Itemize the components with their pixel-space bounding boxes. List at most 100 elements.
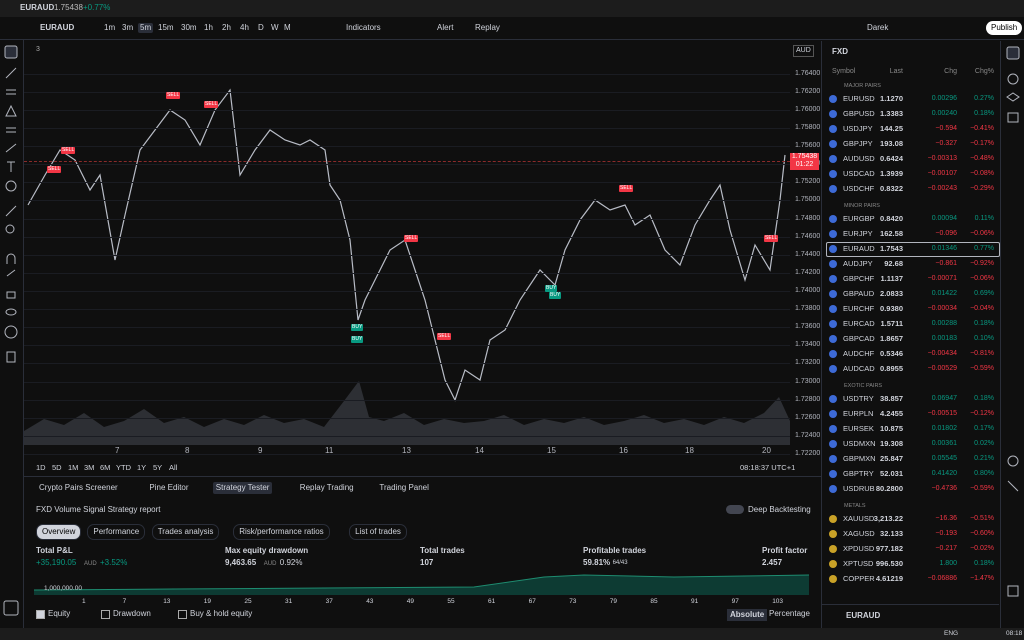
interval-button[interactable]: 30m bbox=[181, 23, 197, 32]
range-button[interactable]: 3M bbox=[84, 463, 95, 472]
report-tab[interactable]: Risk/performance ratios bbox=[233, 524, 330, 540]
checkbox-label[interactable]: Equity bbox=[48, 609, 71, 618]
signal-label: BUY bbox=[549, 292, 562, 299]
watchlist-title: FXD bbox=[832, 47, 848, 56]
panel-tab[interactable]: Trading Panel bbox=[379, 483, 429, 492]
interval-button[interactable]: 15m bbox=[158, 23, 174, 32]
range-button[interactable]: 1M bbox=[68, 463, 79, 472]
y-tick-label: 1.72600 bbox=[795, 413, 821, 421]
y-tick-label: 1.73000 bbox=[795, 377, 821, 385]
mode-button[interactable]: Absolute bbox=[727, 609, 768, 621]
change: 0.01346 bbox=[931, 245, 957, 252]
last-price: 0.8322 bbox=[880, 184, 903, 193]
watch-row[interactable]: GBPJPY bbox=[843, 139, 873, 148]
symbol-search[interactable]: EURAUD bbox=[40, 23, 75, 32]
watch-row[interactable]: XAUUSD bbox=[843, 514, 875, 523]
watch-row[interactable]: GBPCAD bbox=[843, 334, 875, 343]
symbol-icon bbox=[829, 230, 837, 238]
change-percent: −1.47% bbox=[970, 575, 994, 582]
report-tab[interactable]: Trades analysis bbox=[151, 524, 220, 540]
interval-button[interactable]: 5m bbox=[138, 23, 154, 33]
watch-row[interactable]: USDJPY bbox=[843, 124, 873, 133]
watch-row[interactable]: XPDUSD bbox=[843, 544, 875, 553]
watch-row[interactable]: GBPUSD bbox=[843, 109, 875, 118]
signal-label: BUY bbox=[351, 336, 364, 343]
y-tick-label: 1.76000 bbox=[795, 105, 821, 113]
watch-row[interactable]: AUDJPY bbox=[843, 259, 873, 268]
range-button[interactable]: YTD bbox=[116, 463, 131, 472]
y-tick-label: 1.75000 bbox=[795, 196, 821, 204]
deep-toggle[interactable] bbox=[726, 505, 744, 514]
x-tick-label: 16 bbox=[619, 446, 628, 455]
watch-row[interactable]: USDCHF bbox=[843, 184, 875, 193]
change: 0.01802 bbox=[931, 425, 957, 432]
window-change: +0.77% bbox=[83, 3, 111, 12]
checkbox-label[interactable]: Buy & hold equity bbox=[190, 609, 253, 618]
indicators-button[interactable]: Indicators bbox=[346, 23, 381, 32]
watch-row[interactable]: USDRUB bbox=[843, 484, 875, 493]
watch-row[interactable]: COPPER bbox=[843, 574, 875, 583]
user-name[interactable]: Darek bbox=[867, 23, 889, 32]
range-button[interactable]: 5D bbox=[52, 463, 62, 472]
report-tab[interactable]: List of trades bbox=[349, 524, 407, 540]
panel-tab[interactable]: Crypto Pairs Screener bbox=[39, 483, 118, 492]
watch-row[interactable]: EURSEK bbox=[843, 424, 874, 433]
symbol-icon bbox=[829, 425, 837, 433]
mode-button[interactable]: Percentage bbox=[769, 609, 810, 618]
range-button[interactable]: 6M bbox=[100, 463, 111, 472]
checkbox-label[interactable]: Drawdown bbox=[113, 609, 151, 618]
publish-button[interactable]: Publish bbox=[986, 21, 1023, 35]
interval-button[interactable]: 1m bbox=[104, 23, 116, 32]
watch-row[interactable]: EURCAD bbox=[843, 319, 875, 328]
watch-row[interactable]: GBPMXN bbox=[843, 454, 876, 463]
watch-row[interactable]: GBPCHF bbox=[843, 274, 875, 283]
watch-row[interactable]: AUDCHF bbox=[843, 349, 875, 358]
report-tab[interactable]: Overview bbox=[36, 524, 82, 540]
panel-tab[interactable]: Strategy Tester bbox=[212, 482, 273, 494]
watch-row[interactable]: AUDCAD bbox=[843, 364, 875, 373]
change: −0.861 bbox=[935, 260, 957, 267]
watch-row[interactable]: USDMXN bbox=[843, 439, 876, 448]
checkbox[interactable] bbox=[178, 610, 187, 619]
interval-button[interactable]: 3m bbox=[122, 23, 134, 32]
watch-row[interactable]: EURUSD bbox=[843, 94, 875, 103]
change-percent: −0.17% bbox=[970, 140, 994, 147]
panel-tab[interactable]: Pine Editor bbox=[149, 483, 189, 492]
alert-button[interactable]: Alert bbox=[437, 23, 454, 32]
watch-row[interactable]: GBPTRY bbox=[843, 469, 874, 478]
watch-row[interactable]: XAGUSD bbox=[843, 529, 875, 538]
range-button[interactable]: 1Y bbox=[137, 463, 147, 472]
interval-button[interactable]: M bbox=[284, 23, 291, 32]
watch-row[interactable]: USDTRY bbox=[843, 394, 874, 403]
interval-button[interactable]: W bbox=[271, 23, 279, 32]
range-button[interactable]: 1D bbox=[36, 463, 46, 472]
interval-button[interactable]: D bbox=[258, 23, 264, 32]
last-price: 1.3383 bbox=[880, 109, 903, 118]
last-price: 1.1137 bbox=[880, 274, 903, 283]
interval-button[interactable]: 4h bbox=[240, 23, 249, 32]
watch-row[interactable]: XPTUSD bbox=[843, 559, 874, 568]
watch-row[interactable]: USDCAD bbox=[843, 169, 875, 178]
y-tick-label: 1.74000 bbox=[795, 287, 821, 295]
panel-tab[interactable]: Replay Trading bbox=[299, 483, 354, 492]
last-price: 1.3939 bbox=[880, 169, 903, 178]
change: 0.05545 bbox=[931, 455, 957, 462]
watch-row[interactable]: EURPLN bbox=[843, 409, 874, 418]
y-tick-label: 1.76400 bbox=[795, 69, 821, 77]
interval-button[interactable]: 1h bbox=[204, 23, 213, 32]
report-tab[interactable]: Performance bbox=[87, 524, 146, 540]
range-button[interactable]: 5Y bbox=[153, 463, 163, 472]
watch-row[interactable]: EURCHF bbox=[843, 304, 875, 313]
watch-row[interactable]: EURJPY bbox=[843, 229, 873, 238]
watch-row[interactable]: AUDUSD bbox=[843, 154, 875, 163]
y-tick-label: 1.75600 bbox=[795, 142, 821, 150]
watch-row[interactable]: EURAUD bbox=[843, 244, 875, 253]
checkbox[interactable] bbox=[101, 610, 110, 619]
watch-row[interactable]: EURGBP bbox=[843, 214, 875, 223]
watch-row[interactable]: GBPAUD bbox=[843, 289, 875, 298]
range-button[interactable]: All bbox=[169, 463, 178, 472]
checkbox[interactable] bbox=[36, 610, 45, 619]
deep-backtesting[interactable]: Deep Backtesting bbox=[748, 505, 811, 514]
replay-button[interactable]: Replay bbox=[475, 23, 500, 32]
interval-button[interactable]: 2h bbox=[222, 23, 231, 32]
